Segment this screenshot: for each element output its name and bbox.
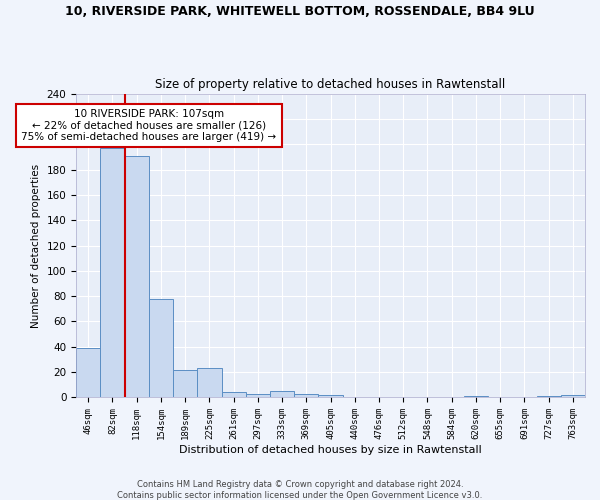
- Text: 10, RIVERSIDE PARK, WHITEWELL BOTTOM, ROSSENDALE, BB4 9LU: 10, RIVERSIDE PARK, WHITEWELL BOTTOM, RO…: [65, 5, 535, 18]
- Bar: [149, 298, 173, 398]
- Bar: [294, 394, 319, 398]
- Bar: [100, 148, 125, 398]
- Bar: [173, 370, 197, 398]
- Text: 10 RIVERSIDE PARK: 107sqm
← 22% of detached houses are smaller (126)
75% of semi: 10 RIVERSIDE PARK: 107sqm ← 22% of detac…: [21, 109, 277, 142]
- Bar: [561, 395, 585, 398]
- Bar: [464, 396, 488, 398]
- Bar: [197, 368, 221, 398]
- Y-axis label: Number of detached properties: Number of detached properties: [31, 164, 41, 328]
- Bar: [270, 391, 294, 398]
- Bar: [536, 396, 561, 398]
- Title: Size of property relative to detached houses in Rawtenstall: Size of property relative to detached ho…: [155, 78, 506, 91]
- X-axis label: Distribution of detached houses by size in Rawtenstall: Distribution of detached houses by size …: [179, 445, 482, 455]
- Bar: [125, 156, 149, 398]
- Bar: [246, 394, 270, 398]
- Text: Contains HM Land Registry data © Crown copyright and database right 2024.
Contai: Contains HM Land Registry data © Crown c…: [118, 480, 482, 500]
- Bar: [221, 392, 246, 398]
- Bar: [76, 348, 100, 398]
- Bar: [319, 395, 343, 398]
